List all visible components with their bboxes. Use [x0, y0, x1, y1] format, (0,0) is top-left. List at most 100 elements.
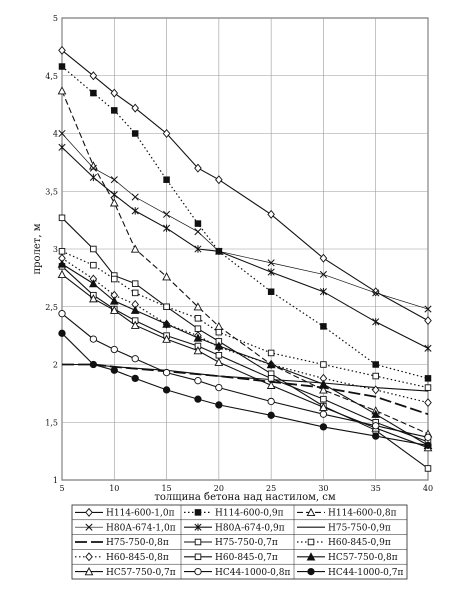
legend-label: НС57-750-0,7п	[106, 568, 176, 578]
legend-label: Н114-600-1,0п	[106, 509, 175, 519]
legend-label: Н75-750-0,8п	[106, 538, 169, 548]
data-point	[194, 377, 202, 385]
data-point	[424, 344, 432, 353]
legend-item: Н114-600-0,9п	[184, 509, 284, 519]
data-point	[193, 333, 203, 342]
data-point	[215, 175, 223, 185]
data-point	[319, 253, 328, 263]
series-15	[58, 329, 432, 449]
data-point	[110, 366, 118, 374]
data-point	[267, 259, 275, 267]
data-point	[162, 368, 171, 377]
series-9	[58, 248, 432, 391]
series-group	[57, 45, 433, 472]
data-point	[372, 318, 380, 326]
legend-item: Н75-750-0,7п	[184, 538, 278, 548]
data-point	[58, 214, 66, 222]
data-point	[90, 89, 97, 97]
data-point	[130, 244, 140, 253]
data-point	[214, 357, 224, 366]
data-point	[424, 384, 432, 391]
data-point	[89, 164, 97, 172]
data-point	[319, 270, 327, 278]
data-point	[194, 163, 202, 173]
data-point	[372, 361, 379, 368]
data-point	[320, 323, 327, 330]
data-point	[194, 245, 202, 253]
data-point	[320, 361, 327, 368]
data-point	[319, 402, 328, 411]
data-point	[111, 107, 118, 114]
data-point	[424, 316, 432, 326]
data-point	[58, 63, 66, 70]
data-point	[110, 88, 119, 98]
data-point	[109, 296, 119, 305]
legend-marker	[194, 567, 202, 576]
legend-label: Н75-750-0,9п	[328, 523, 391, 533]
y-tick-label: 1,5	[45, 418, 58, 427]
data-point	[424, 465, 432, 472]
data-point	[194, 395, 202, 403]
data-point	[267, 349, 275, 357]
x-tick-label: 35	[371, 484, 381, 493]
data-point	[194, 315, 202, 322]
data-point	[267, 411, 275, 419]
x-tick-label: 10	[109, 484, 119, 493]
data-point	[215, 247, 223, 256]
data-point	[58, 310, 66, 318]
series-line	[62, 363, 429, 416]
y-tick-label: 3	[53, 245, 58, 254]
data-point	[131, 193, 139, 201]
legend-marker	[194, 538, 202, 546]
legend: Н114-600-1,0п Н114-600-0,9п Н114-600-0,8п Н…	[71, 504, 408, 580]
data-point	[89, 360, 98, 369]
legend-label: Н114-600-0,9п	[215, 509, 284, 519]
data-point	[193, 302, 203, 311]
data-point	[371, 385, 380, 395]
legend-marker	[307, 538, 315, 546]
x-tick-label: 20	[214, 484, 224, 493]
legend-item: НС44-1000-0,7п	[297, 568, 404, 578]
y-axis-label: пролет, м	[32, 223, 43, 274]
data-point	[162, 334, 171, 343]
legend-marker	[194, 553, 202, 561]
data-point	[130, 305, 140, 314]
legend-marker	[84, 567, 94, 576]
series-4	[58, 129, 432, 313]
data-point	[194, 325, 202, 332]
data-point	[194, 220, 202, 227]
data-point	[372, 289, 380, 297]
legend-item: НС44-1000-0,8п	[184, 568, 291, 578]
y-tick-label: 3,5	[45, 187, 58, 196]
data-point	[267, 288, 275, 295]
x-tick-label: 5	[59, 484, 64, 493]
data-point	[57, 259, 67, 268]
data-point	[215, 401, 223, 409]
data-point	[267, 268, 275, 276]
legend-item: Н114-600-1,0п	[75, 507, 175, 519]
data-point	[131, 103, 139, 113]
data-point	[110, 191, 118, 199]
series-14	[58, 310, 432, 441]
series-3	[57, 86, 433, 438]
data-point	[267, 397, 275, 406]
data-point	[57, 86, 67, 95]
legend-label: Н60-845-0,8п	[106, 553, 169, 563]
x-tick-label: 25	[266, 484, 276, 493]
data-point	[267, 375, 275, 382]
y-tick-label: 2	[53, 361, 58, 370]
legend-label: Н114-600-0,8п	[328, 509, 397, 519]
data-point	[58, 329, 66, 337]
legend-marker	[307, 567, 315, 576]
data-point	[58, 248, 66, 255]
legend-label: НС44-1000-0,8п	[215, 568, 291, 578]
data-point	[372, 432, 380, 440]
legend-marker	[85, 507, 93, 517]
legend-item: Н60-845-0,9п	[297, 538, 391, 548]
series-line	[61, 90, 429, 435]
data-point	[131, 374, 139, 383]
data-point	[319, 423, 328, 431]
data-point	[162, 129, 171, 138]
legend-label: НС57-750-0,8п	[328, 553, 398, 563]
